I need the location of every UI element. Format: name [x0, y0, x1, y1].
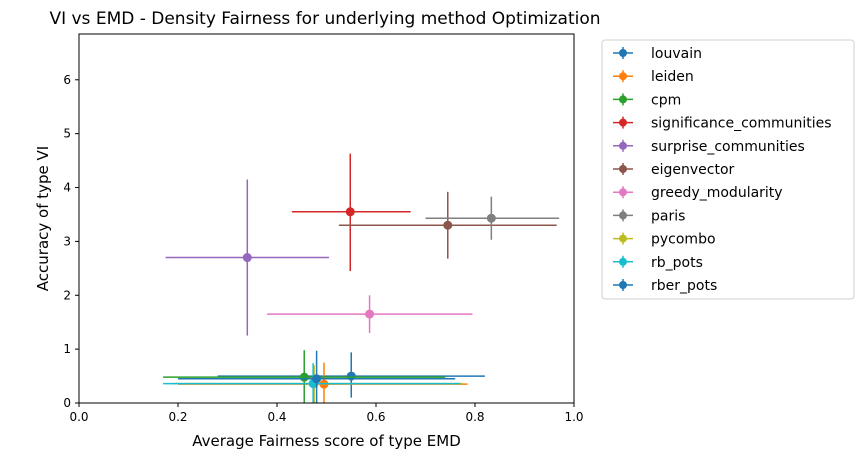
legend-label: significance_communities — [651, 116, 832, 132]
legend-item-pycombo: pycombo — [613, 232, 716, 248]
legend-frame — [601, 39, 855, 300]
data-point — [345, 207, 355, 217]
legend-swatch-marker — [619, 141, 627, 150]
legend-swatch-marker — [619, 118, 627, 127]
legend-swatch-marker — [619, 188, 627, 197]
data-point — [486, 213, 496, 223]
legend-item-eigenvector: eigenvector — [613, 162, 735, 178]
data-point — [312, 374, 322, 384]
legend-label: paris — [651, 208, 685, 224]
legend-swatch-marker — [619, 165, 627, 173]
y-tick-label: 5 — [63, 127, 71, 141]
y-tick-label: 4 — [63, 181, 71, 195]
y-tick-label: 1 — [63, 342, 71, 356]
y-tick-label: 6 — [63, 73, 71, 87]
legend-swatch-marker — [619, 72, 627, 81]
legend-swatch-marker — [619, 281, 627, 289]
legend: louvain leiden cpm significance_communities… — [601, 39, 855, 300]
series-eigenvector — [338, 191, 557, 259]
legend-item-louvain: louvain — [613, 46, 702, 62]
x-tick-label: 0.4 — [267, 410, 286, 424]
y-axis-label: Accuracy of type VI — [34, 146, 52, 291]
legend-items: louvain leiden cpm significance_communities… — [613, 46, 832, 294]
x-tick-label: 0.0 — [69, 410, 88, 424]
data-point — [365, 309, 375, 319]
legend-item-leiden: leiden — [613, 69, 694, 85]
x-tick-label: 0.8 — [465, 410, 484, 424]
series-leiden — [178, 362, 468, 403]
legend-swatch-marker — [619, 211, 627, 220]
series-significance_communities — [291, 153, 411, 272]
legend-label: leiden — [651, 69, 694, 85]
legend-swatch-marker — [619, 257, 627, 266]
series-surprise_communities — [165, 179, 329, 336]
legend-item-paris: paris — [613, 208, 685, 224]
legend-label: rb_pots — [651, 255, 703, 271]
series-louvain — [217, 352, 485, 398]
data-point — [242, 253, 252, 263]
series-greedy_modularity — [267, 295, 473, 333]
legend-item-rber_pots: rber_pots — [613, 278, 717, 294]
legend-swatch-marker — [619, 95, 627, 104]
legend-label: rber_pots — [651, 278, 717, 294]
x-tick-label: 0.6 — [366, 410, 385, 424]
data-point — [299, 372, 309, 382]
legend-label: eigenvector — [651, 162, 735, 178]
legend-item-significance_communities: significance_communities — [613, 116, 832, 132]
legend-item-surprise_communities: surprise_communities — [613, 139, 805, 155]
x-axis-label: Average Fairness score of type EMD — [192, 432, 461, 450]
series-rber_pots — [178, 350, 456, 403]
legend-swatch-marker — [619, 49, 627, 57]
legend-item-greedy_modularity: greedy_modularity — [613, 185, 783, 201]
legend-item-cpm: cpm — [613, 92, 681, 108]
y-tick-label: 0 — [63, 396, 71, 410]
plot-marks — [163, 153, 560, 403]
y-tick-label: 3 — [63, 234, 71, 248]
legend-label: pycombo — [651, 232, 716, 248]
chart-title: VI vs EMD - Density Fairness for underly… — [49, 9, 600, 29]
series-rb_pots — [163, 363, 461, 403]
y-tick-label: 2 — [63, 288, 71, 302]
series-cpm — [163, 350, 446, 403]
data-point — [443, 220, 453, 230]
series-paris — [425, 196, 560, 240]
legend-label: louvain — [651, 46, 702, 62]
legend-label: surprise_communities — [651, 139, 805, 155]
x-tick-label: 0.2 — [168, 410, 187, 424]
plot-frame — [78, 33, 575, 404]
legend-item-rb_pots: rb_pots — [613, 255, 703, 271]
x-tick-label: 1.0 — [564, 410, 583, 424]
y-axis-ticks: 0 1 2 3 4 5 6 — [63, 73, 79, 410]
x-axis-ticks: 0.0 0.2 0.4 0.6 0.8 1.0 — [69, 403, 584, 424]
legend-label: greedy_modularity — [651, 185, 783, 201]
legend-label: cpm — [651, 92, 681, 108]
legend-swatch-marker — [619, 234, 627, 243]
